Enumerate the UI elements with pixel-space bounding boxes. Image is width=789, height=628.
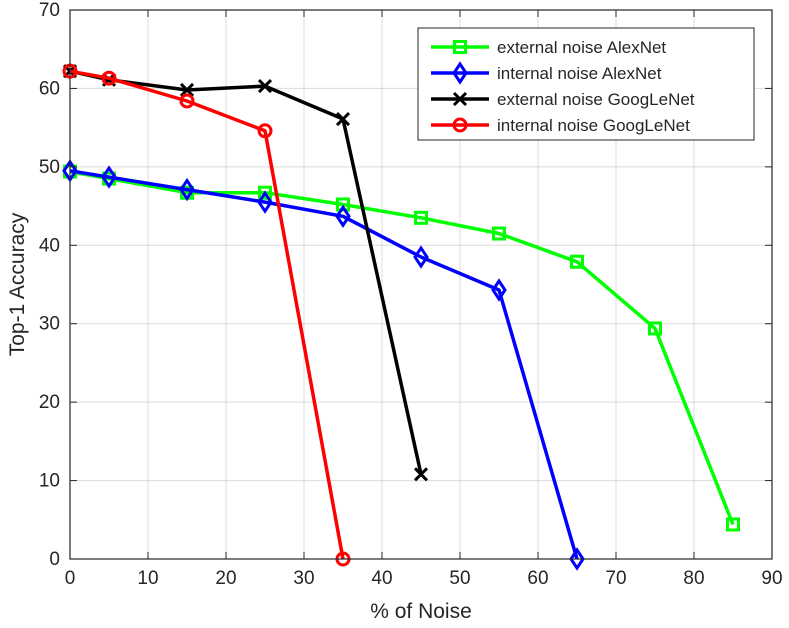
legend-label-internal-noise-alexnet: internal noise AlexNet: [497, 64, 662, 83]
legend-label-internal-noise-googlenet: internal noise GoogLeNet: [497, 116, 690, 135]
data-point-external-noise-googlenet-3: [257, 79, 273, 94]
legend-label-external-noise-alexnet: external noise AlexNet: [497, 38, 666, 57]
x-tick-label-2: 20: [215, 568, 236, 589]
series-line-external-noise-alexnet: [69, 169, 735, 526]
y-tick-label-6: 60: [39, 78, 60, 99]
data-point-internal-noise-alexnet-4: [335, 204, 351, 228]
data-point-external-noise-alexnet-4: [336, 197, 350, 212]
x-tick-label-1: 10: [137, 568, 158, 589]
data-point-internal-noise-googlenet-3: [257, 123, 273, 139]
data-point-internal-noise-alexnet-1: [101, 165, 117, 189]
legend-items: external noise AlexNet internal noise Ale…: [431, 38, 695, 135]
axis-ticks: 0 10 20 30 40 50 60 70 80 90 0 10 20 30 40 50 60 70: [39, 0, 783, 589]
data-point-external-noise-googlenet-5: [413, 467, 429, 482]
data-point-external-noise-alexnet-8: [648, 321, 662, 336]
x-tick-label-7: 70: [605, 568, 626, 589]
legend-marker-external-noise-alexnet: [453, 40, 467, 54]
data-point-internal-noise-alexnet-3: [257, 190, 273, 214]
x-tick-label-4: 40: [371, 568, 392, 589]
data-point-external-noise-alexnet-7: [570, 254, 584, 269]
y-tick-label-1: 10: [39, 471, 60, 492]
series-layer: [62, 63, 740, 571]
data-point-external-noise-alexnet-3: [258, 185, 272, 200]
x-tick-label-3: 30: [293, 568, 314, 589]
series-internal-noise-alexnet: [62, 159, 585, 571]
y-axis-label: Top-1 Accuracy: [6, 212, 29, 356]
x-tick-label-9: 90: [761, 568, 782, 589]
y-tick-label-2: 20: [39, 392, 60, 413]
data-point-internal-noise-alexnet-2: [179, 177, 195, 202]
legend-marker-internal-noise-googlenet: [452, 117, 468, 133]
data-point-internal-noise-alexnet-6: [491, 278, 507, 302]
legend-marker-external-noise-googlenet: [452, 91, 468, 107]
data-point-external-noise-googlenet-2: [179, 82, 195, 98]
series-line-internal-noise-alexnet: [69, 169, 579, 560]
data-point-external-noise-alexnet-9: [726, 517, 740, 532]
legend-marker-internal-noise-alexnet: [452, 61, 468, 85]
y-tick-label-5: 50: [39, 157, 60, 178]
x-tick-label-6: 60: [527, 568, 548, 589]
data-point-internal-noise-googlenet-1: [101, 70, 117, 86]
data-point-external-noise-alexnet-6: [492, 226, 506, 241]
x-tick-label-0: 0: [65, 568, 76, 589]
x-tick-label-5: 50: [449, 568, 470, 589]
y-tick-label-4: 40: [39, 235, 60, 256]
legend-label-external-noise-googlenet: external noise GoogLeNet: [497, 90, 695, 109]
data-point-external-noise-googlenet-4: [335, 111, 351, 127]
series-line-internal-noise-googlenet: [69, 69, 345, 560]
x-tick-label-8: 80: [683, 568, 704, 589]
data-point-internal-noise-alexnet-7: [569, 547, 585, 571]
y-tick-label-7: 70: [39, 0, 60, 21]
y-tick-label-3: 30: [39, 314, 60, 335]
y-tick-label-0: 0: [49, 549, 60, 570]
data-point-internal-noise-googlenet-2: [179, 93, 195, 109]
data-point-internal-noise-alexnet-5: [413, 245, 429, 269]
legend: external noise AlexNet internal noise Ale…: [417, 27, 755, 141]
plot-frame: [69, 9, 773, 560]
data-point-external-noise-alexnet-5: [414, 210, 428, 225]
x-axis-label: % of Noise: [370, 600, 472, 623]
